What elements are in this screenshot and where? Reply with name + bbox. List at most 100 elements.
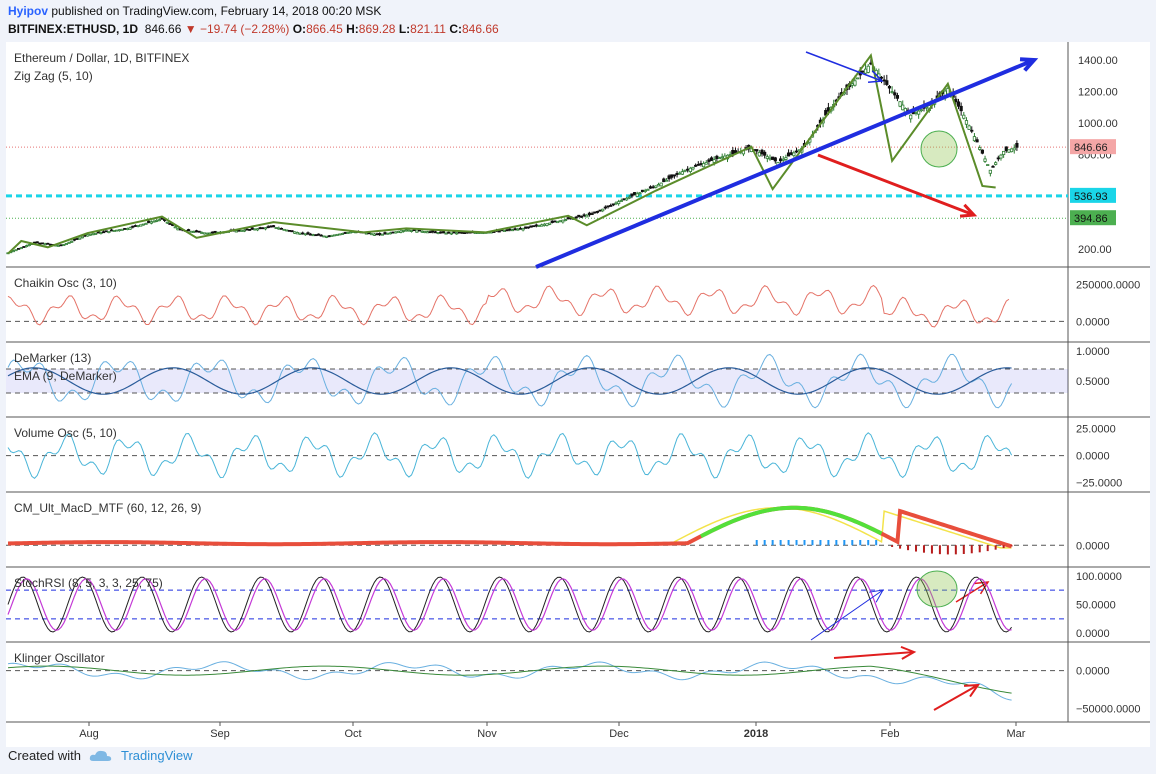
candle-body — [303, 233, 307, 236]
macd-main-up-line — [700, 505, 883, 539]
candle-body — [250, 227, 254, 230]
candle-body — [534, 224, 538, 227]
candle-body — [879, 76, 884, 79]
candle-body — [861, 70, 865, 73]
price-tag — [1070, 210, 1116, 226]
candle-body — [614, 202, 618, 205]
candle-body — [22, 246, 26, 248]
candle-body — [648, 186, 653, 189]
candle-body — [255, 228, 260, 231]
candle-body — [420, 230, 424, 233]
candle-body — [866, 65, 870, 73]
x-axis-tick-label: Feb — [881, 728, 900, 740]
candle-body — [587, 212, 592, 216]
candle-body — [882, 79, 886, 82]
candle-body — [64, 243, 69, 245]
macd-histogram-bar — [994, 545, 997, 550]
candle-body — [709, 157, 714, 161]
candle-body — [295, 232, 299, 235]
candle-body — [107, 230, 111, 233]
candle-body — [261, 227, 265, 230]
macd-histogram-bar — [907, 545, 910, 551]
indicator-title: Volume Osc (5, 10) — [14, 426, 117, 440]
macd-histogram-bar — [875, 540, 878, 546]
candle-body — [518, 227, 523, 230]
candle-body — [699, 163, 703, 165]
candle-body — [678, 172, 682, 175]
candle-body — [967, 125, 971, 130]
candle-body — [579, 215, 584, 218]
candle-body — [662, 178, 666, 183]
price-tag-label: 536.93 — [1074, 191, 1108, 203]
candle-body — [391, 231, 395, 234]
candle-body — [67, 242, 71, 244]
candle-body — [513, 228, 517, 231]
candle-body — [104, 230, 108, 233]
candle-body — [335, 233, 339, 236]
candle-body — [638, 192, 642, 195]
candle-body — [149, 221, 153, 224]
candle-body — [332, 234, 337, 237]
candle-body — [991, 165, 995, 168]
stoch-d-line — [7, 578, 1012, 631]
candle-body — [147, 220, 151, 223]
chart-svg[interactable]: Aug Sep Oct Nov Dec 2018 Feb Mar Ethereum / Doll… — [6, 42, 1150, 747]
candle-body — [529, 225, 533, 228]
candle-body — [593, 211, 597, 214]
candle-body — [324, 235, 329, 238]
macd-histogram-bar — [811, 540, 814, 546]
candle-body — [595, 211, 600, 213]
candle-body — [452, 231, 456, 234]
candle-body — [516, 228, 520, 231]
candle-body — [91, 233, 95, 236]
candle-body — [659, 182, 663, 187]
indicator-axis-tick-label: −25.0000 — [1076, 478, 1122, 490]
candle-body — [609, 205, 613, 207]
x-axis-tick-label: Oct — [344, 728, 361, 740]
candle-body — [86, 234, 90, 237]
tradingview-cloud-icon — [89, 750, 112, 761]
macd-histogram-bar — [755, 540, 758, 546]
chart-area[interactable]: Aug Sep Oct Nov Dec 2018 Feb Mar Ethereum / Doll… — [6, 42, 1150, 747]
candle-body — [914, 112, 918, 114]
candle-body — [139, 224, 143, 227]
candle-body — [630, 193, 634, 197]
author-name[interactable]: Hyipov — [8, 4, 49, 18]
macd-histogram-bar — [787, 540, 790, 546]
candle-body — [978, 147, 982, 150]
candle-body — [964, 120, 969, 125]
candle-body — [895, 95, 900, 99]
candle-body — [370, 233, 374, 236]
candle-body — [784, 157, 788, 160]
candle-body — [322, 235, 326, 238]
stoch-red-arrow — [833, 651, 915, 659]
candle-body — [388, 232, 392, 235]
candle-body — [792, 152, 796, 157]
candle-body — [885, 80, 889, 85]
candle-body — [386, 232, 390, 235]
candle-body — [707, 159, 711, 162]
candle-body — [449, 232, 453, 235]
candle-body — [343, 232, 347, 234]
price-chart-title: Ethereum / Dollar, 1D, BITFINEX — [14, 51, 189, 65]
indicator-axis-tick-label: 100.0000 — [1076, 571, 1122, 583]
candle-body — [850, 83, 854, 86]
candle-body — [996, 157, 1000, 160]
candle-body — [327, 235, 331, 238]
candle-body — [577, 214, 581, 218]
candle-body — [141, 223, 146, 226]
tradingview-brand[interactable]: TradingView — [120, 748, 193, 763]
candle-body — [285, 229, 289, 232]
candle-body — [423, 231, 427, 233]
candle-body — [35, 241, 39, 244]
candle-body — [988, 169, 992, 174]
candle-body — [502, 230, 507, 232]
trendline-blue-arrow — [535, 58, 1035, 269]
price-axis-tick-label: 1200.00 — [1078, 87, 1118, 99]
demarker-line — [7, 353, 1013, 409]
price-tag-label: 394.86 — [1074, 213, 1108, 225]
candle-body — [155, 220, 159, 222]
candle-body — [999, 154, 1003, 159]
candle-body — [901, 104, 905, 111]
macd-histogram-bar — [922, 545, 925, 553]
